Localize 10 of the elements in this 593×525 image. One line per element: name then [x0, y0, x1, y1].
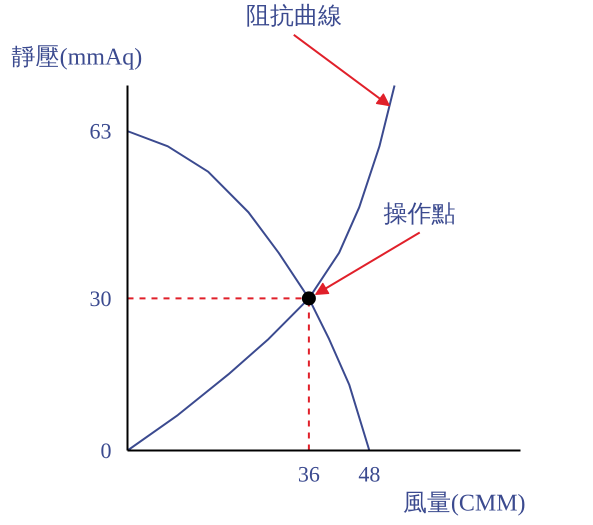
y-tick-label: 63 [90, 118, 112, 144]
x-tick-label: 48 [358, 462, 380, 486]
y-tick-label: 30 [90, 286, 112, 311]
annotation: 操作點 [384, 201, 456, 228]
annotation: 阻抗曲線 [246, 4, 342, 30]
line-series [126, 130, 370, 452]
y-tick-label: 0 [100, 438, 112, 463]
x-axis-title: 風量(CMM) [402, 490, 526, 516]
x-tick-label: 36 [298, 462, 320, 486]
y-axis-title: 靜壓(mmAq) [12, 44, 142, 70]
